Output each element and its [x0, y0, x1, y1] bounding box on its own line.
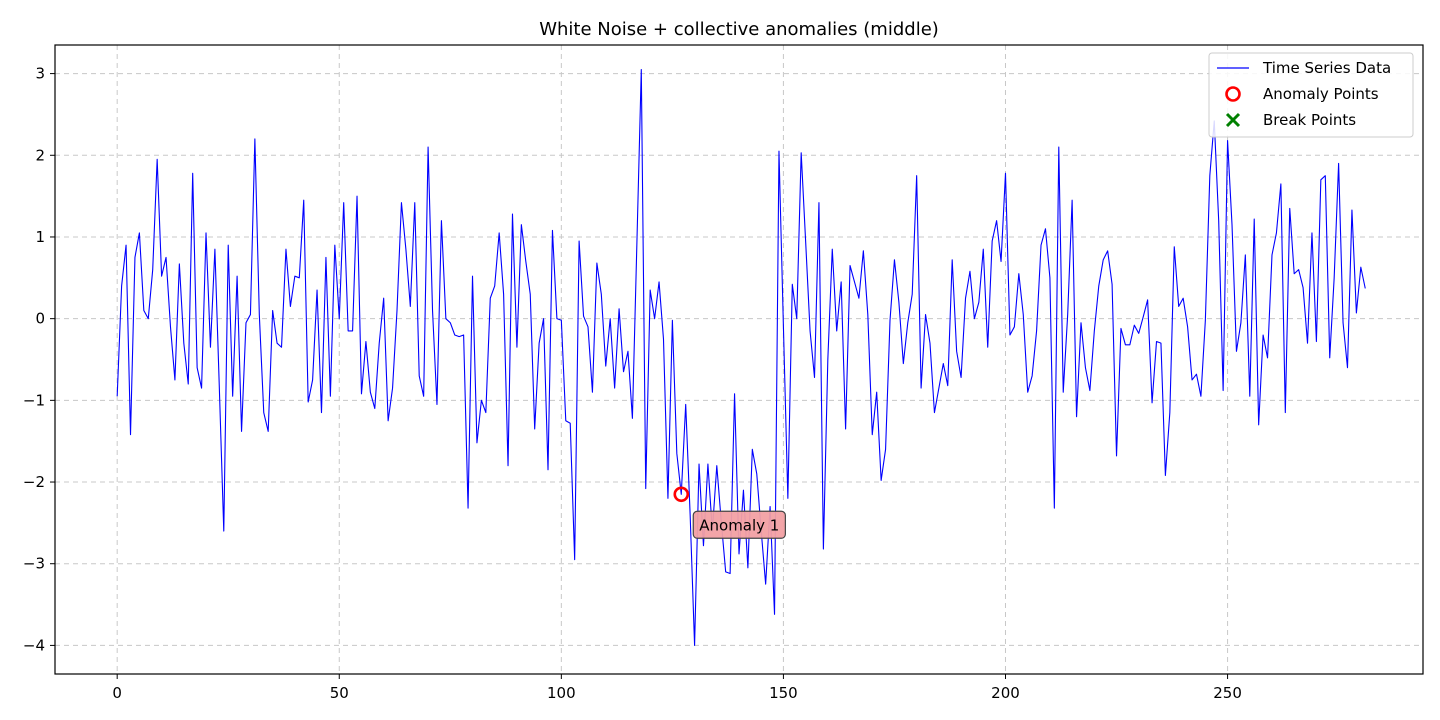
y-tick-label: 1: [35, 228, 45, 246]
legend: Time Series Data Anomaly Points Break Poin…: [1208, 52, 1414, 138]
legend-circle-swatch: [1225, 86, 1241, 102]
series-layer: [116, 68, 1366, 646]
y-tick-label: 0: [35, 310, 45, 328]
annotation-box: [692, 510, 786, 539]
y-tick-label: −1: [23, 391, 45, 409]
x-tick-label: 150: [769, 684, 798, 702]
legend-x-swatch: [1225, 112, 1241, 128]
marker-layer: [673, 486, 690, 503]
legend-item-anomaly-points: Anomaly Points: [1225, 85, 1379, 103]
legend-label: Anomaly Points: [1263, 85, 1379, 103]
annotation-label: Anomaly 1: [699, 516, 779, 534]
chart-title: White Noise + collective anomalies (midd…: [539, 19, 939, 40]
annotation-layer: Anomaly 1: [692, 510, 786, 539]
x-tick-label: 50: [330, 684, 349, 702]
series-line-time-series-data: [116, 68, 1366, 646]
legend-item-time-series-data: Time Series Data: [1217, 59, 1391, 77]
grid-layer: [55, 45, 1423, 674]
anomaly-point: [673, 486, 690, 503]
y-tick-label: −2: [23, 473, 45, 491]
plot-frame: [54, 44, 1424, 675]
legend-label: Time Series Data: [1262, 59, 1391, 77]
legend-box: [1208, 52, 1414, 138]
y-tick-label: −4: [23, 636, 45, 654]
annotation-anomaly-1: Anomaly 1: [692, 510, 786, 539]
y-tick-label: −3: [23, 555, 45, 573]
y-tick-label: 3: [35, 65, 45, 83]
x-tick-label: 250: [1213, 684, 1242, 702]
x-tick-label: 200: [991, 684, 1020, 702]
legend-label: Break Points: [1263, 111, 1356, 129]
legend-item-break-points: Break Points: [1225, 111, 1356, 129]
x-tick-label: 0: [112, 684, 122, 702]
y-tick-label: 2: [35, 146, 45, 164]
tick-layer: 0 50 100 150 200 250 3 2 1 0 −1 −2 −3 −4: [23, 65, 1242, 702]
x-tick-label: 100: [547, 684, 576, 702]
